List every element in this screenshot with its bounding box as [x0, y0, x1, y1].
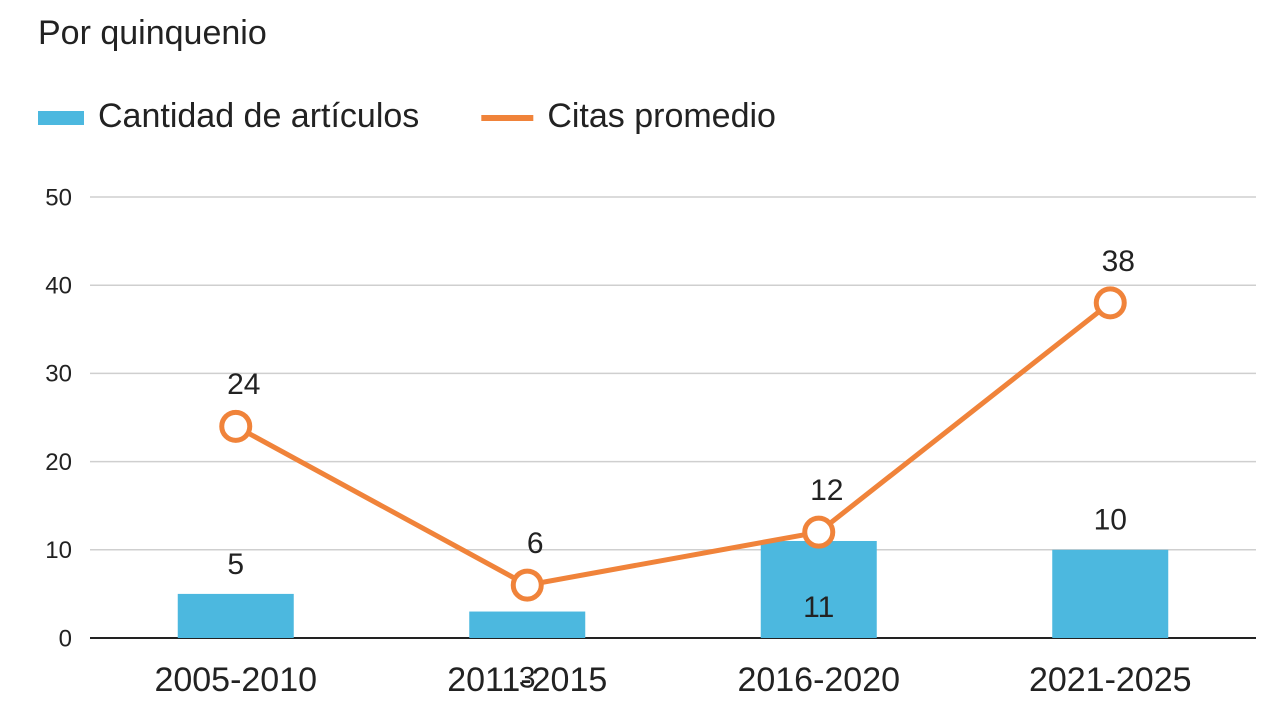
- bar-value-label: 5: [227, 548, 244, 581]
- y-tick-label: 20: [45, 449, 72, 476]
- line-marker: [219, 409, 253, 443]
- chart-title: Por quinquenio: [38, 14, 267, 52]
- line-marker: [1093, 286, 1127, 320]
- line-value-label: 24: [227, 368, 260, 401]
- bar: [1052, 549, 1169, 638]
- bar-value-label: 11: [803, 591, 834, 624]
- line-marker: [802, 515, 836, 549]
- line-value-label: 38: [1102, 245, 1135, 278]
- y-tick-label: 10: [45, 537, 72, 564]
- legend-label: Cantidad de artículos: [98, 97, 419, 135]
- y-tick-label: 0: [59, 625, 72, 652]
- bar-value-label: 3: [519, 661, 536, 694]
- x-tick-label: 2016-2020: [737, 661, 900, 699]
- y-tick-label: 30: [45, 361, 72, 388]
- legend-swatch: [38, 111, 84, 125]
- y-tick-label: 50: [45, 184, 72, 211]
- line-value-label: 12: [810, 474, 843, 507]
- line-value-label: 6: [527, 527, 544, 560]
- x-tick-label: 2005-2010: [154, 661, 317, 699]
- bar: [760, 540, 877, 638]
- y-tick-label: 40: [45, 273, 72, 300]
- line: [234, 300, 1112, 588]
- bar: [177, 593, 294, 638]
- x-tick-label: 2021-2025: [1029, 661, 1192, 699]
- bar: [469, 611, 586, 638]
- x-tick-label: 2011-2015: [447, 661, 607, 699]
- bar-value-label: 10: [1094, 504, 1127, 537]
- line-marker: [510, 568, 544, 602]
- legend-label: Citas promedio: [547, 97, 776, 135]
